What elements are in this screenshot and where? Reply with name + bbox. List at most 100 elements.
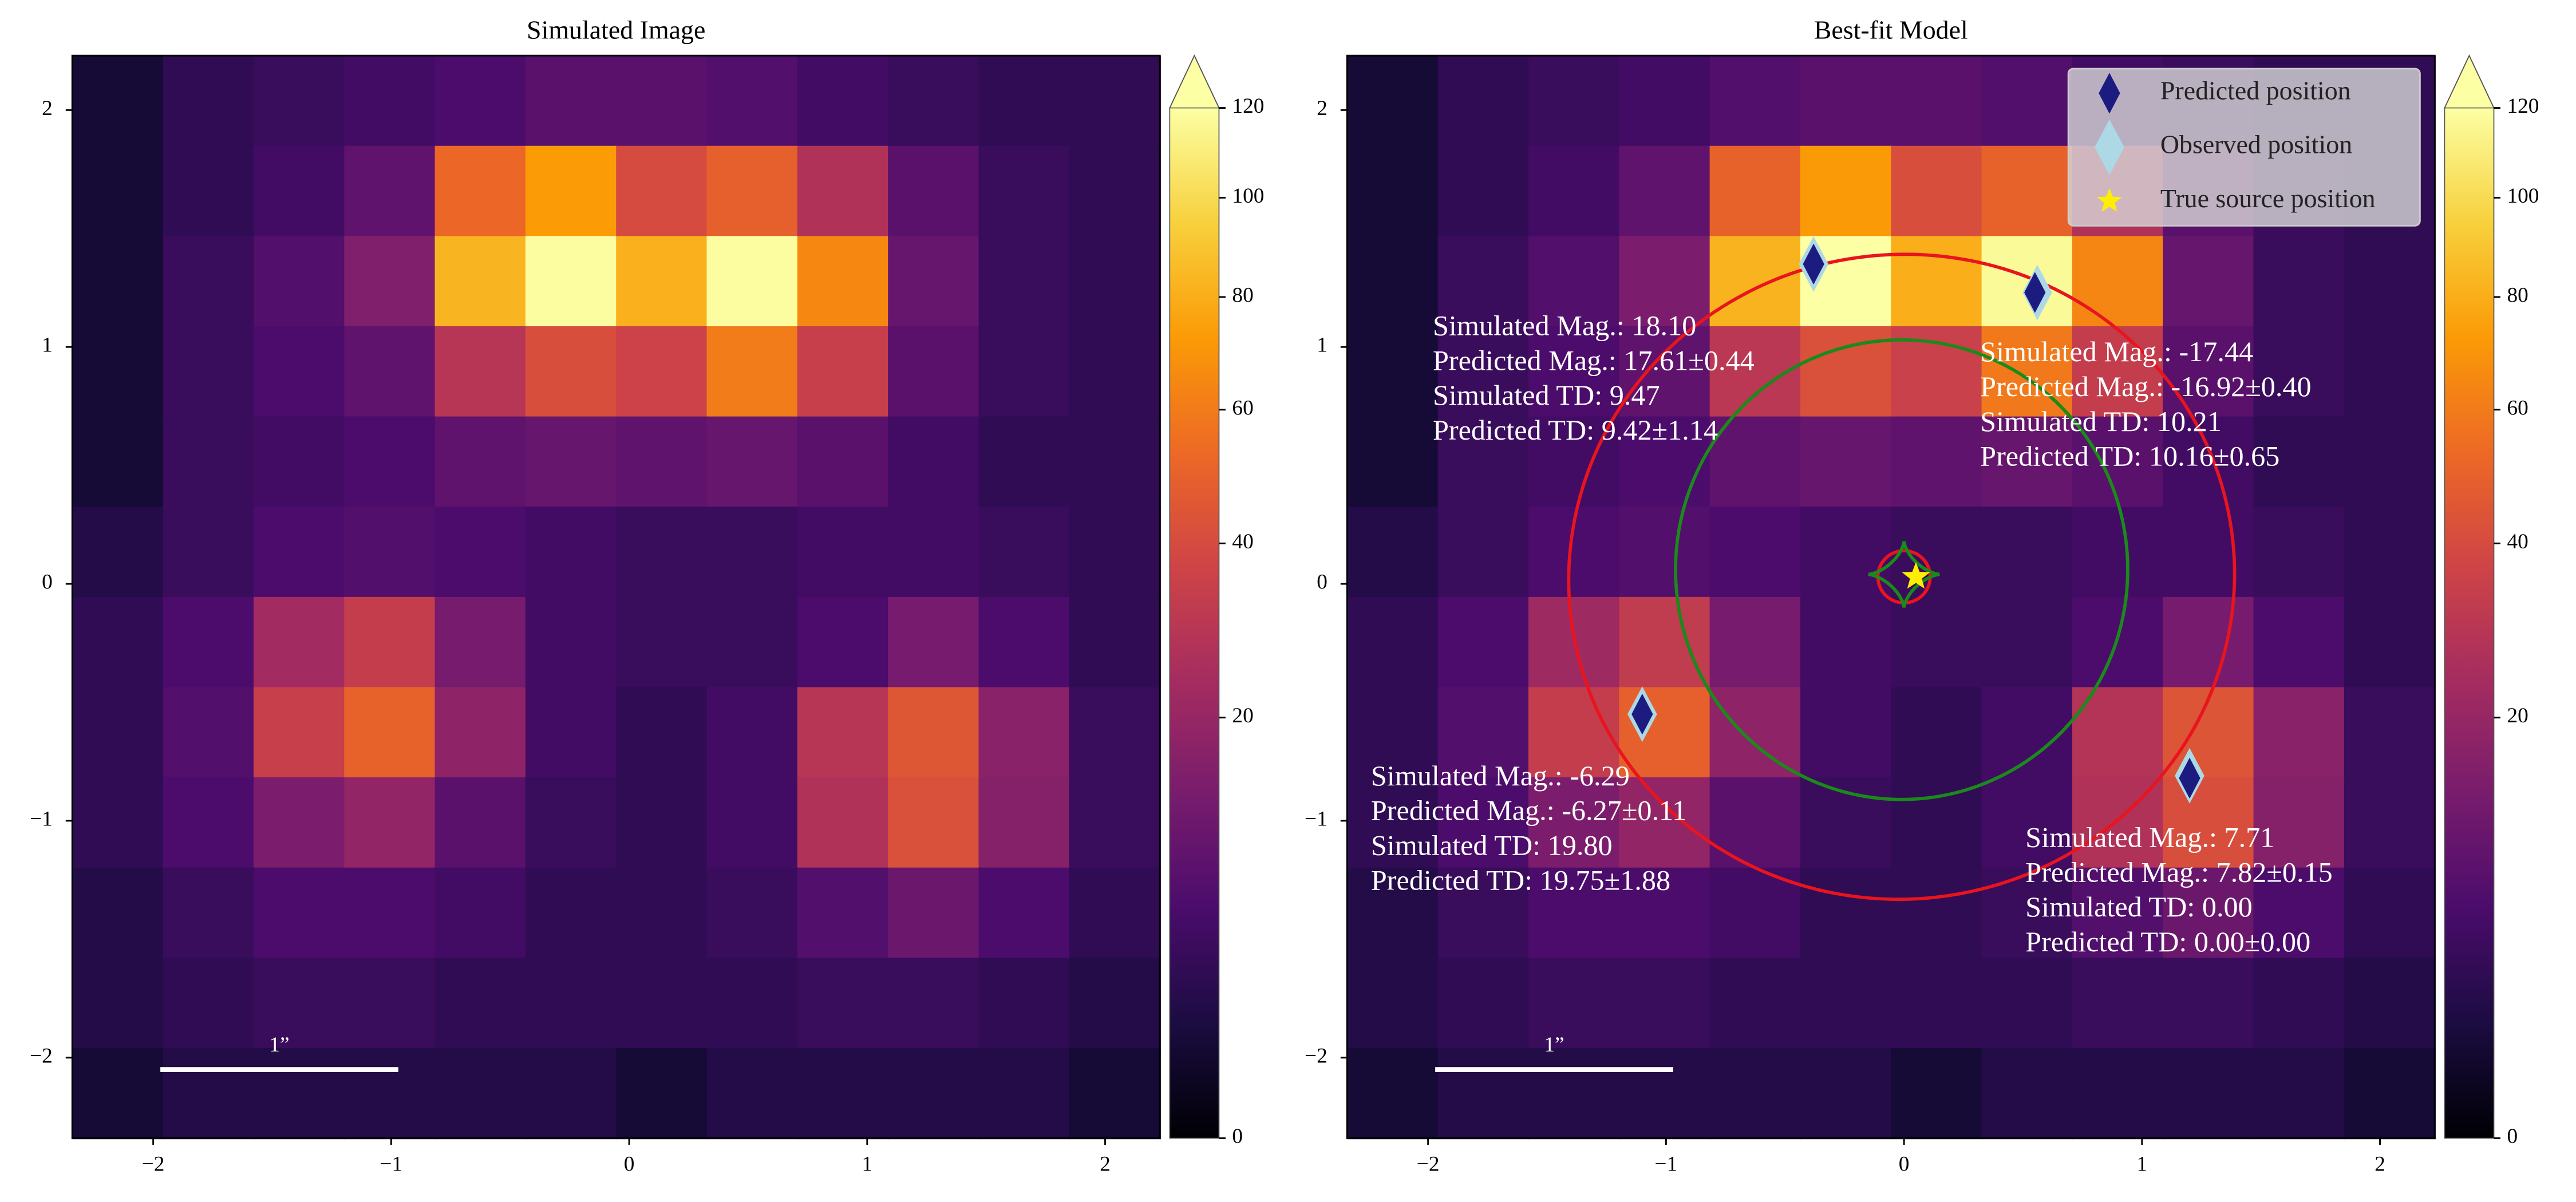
heatmap-cell	[525, 687, 617, 778]
position-marker	[1631, 694, 1653, 735]
heatmap-cell	[72, 687, 164, 778]
heatmap-cell	[1619, 145, 1711, 238]
annotation-line: Simulated Mag.: 7.71	[2025, 821, 2274, 853]
source-marker	[1902, 562, 1930, 589]
heatmap-cell	[1347, 145, 1439, 238]
heatmap-cell	[72, 958, 164, 1049]
heatmap-cell	[163, 236, 255, 327]
heatmap-cell	[978, 145, 1070, 238]
heatmap-cell	[253, 56, 345, 147]
heatmap-cell	[1437, 596, 1530, 689]
heatmap-cell	[525, 596, 617, 689]
heatmap-cell	[1437, 867, 1530, 959]
heatmap-cell	[344, 867, 436, 959]
annotation-line: Predicted TD: 0.00±0.00	[2025, 926, 2310, 958]
heatmap-cell	[1619, 777, 1711, 869]
heatmap-cell	[978, 326, 1070, 418]
heatmap-cell	[2253, 416, 2345, 508]
critical-curve	[1567, 252, 2237, 901]
annotation-line: Simulated TD: 19.80	[1371, 829, 1613, 861]
y-tick-label: 0	[42, 571, 53, 594]
heatmap-cell	[1069, 1047, 1161, 1140]
heatmap-cell	[344, 1047, 436, 1140]
heatmap-cell	[163, 416, 255, 508]
heatmap-cell	[706, 56, 799, 147]
heatmap-cell	[2163, 1047, 2255, 1140]
heatmap-cell	[888, 687, 980, 778]
heatmap-cell	[2253, 596, 2345, 689]
heatmap-cell	[1437, 56, 1530, 147]
heatmap-cell	[72, 777, 164, 869]
heatmap-cell	[1619, 1047, 1711, 1140]
heatmap-cell	[2072, 326, 2164, 418]
heatmap-cell	[1891, 958, 1983, 1049]
heatmap-cell	[978, 1047, 1070, 1140]
heatmap-cell	[978, 958, 1070, 1049]
heatmap-cell	[1981, 145, 2073, 238]
scale-bar-label: 1”	[1544, 1033, 1564, 1057]
heatmap-cell	[706, 236, 799, 327]
heatmap-cell	[1709, 777, 1801, 869]
heatmap-cell	[888, 596, 980, 689]
heatmap-cell	[253, 507, 345, 598]
heatmap-cell	[706, 867, 799, 959]
heatmap-cell	[253, 596, 345, 689]
heatmap-cell	[706, 777, 799, 869]
heatmap-cell	[1619, 236, 1711, 327]
heatmap-cell	[72, 596, 164, 689]
x-tick-label: 1	[862, 1153, 872, 1176]
y-tick-label: −2	[1305, 1044, 1327, 1067]
heatmap-cell	[978, 236, 1070, 327]
y-tick-label: 1	[1317, 334, 1327, 357]
heatmap-cell	[1709, 687, 1801, 778]
heatmap-cell	[253, 236, 345, 327]
heatmap-cell	[1619, 326, 1711, 418]
heatmap-cell	[797, 958, 889, 1049]
heatmap-cell	[2072, 507, 2164, 598]
heatmap-cell	[797, 145, 889, 238]
heatmap-cell	[2163, 416, 2255, 508]
legend-label: Predicted position	[2160, 76, 2351, 105]
heatmap-cell	[253, 958, 345, 1049]
heatmap-cell	[616, 416, 708, 508]
heatmap-cell	[888, 867, 980, 959]
heatmap-cell	[525, 416, 617, 508]
heatmap-cell	[525, 236, 617, 327]
panel-title: Best-fit Model	[1814, 15, 1968, 45]
heatmap-cell	[616, 236, 708, 327]
colorbar-extend	[2444, 54, 2495, 109]
heatmap-cell	[72, 56, 164, 147]
heatmap-cell	[1800, 596, 1892, 689]
heatmap-cell	[1891, 596, 1983, 689]
heatmap-cell	[344, 958, 436, 1049]
heatmap-cell	[253, 687, 345, 778]
colorbar-tick-label: 20	[1232, 704, 1253, 727]
heatmap-cell	[1800, 507, 1892, 598]
colorbar-frame	[1169, 54, 1220, 1139]
legend-marker	[2097, 188, 2122, 212]
heatmap-cell	[163, 326, 255, 418]
heatmap-cell	[616, 56, 708, 147]
heatmap-cell	[163, 777, 255, 869]
y-tick-label: 1	[42, 334, 53, 357]
x-tick-label: −2	[142, 1153, 165, 1176]
heatmap-cell	[72, 236, 164, 327]
heatmap-cell	[1069, 326, 1161, 418]
heatmap-cell	[616, 867, 708, 959]
heatmap-cell	[253, 1047, 345, 1140]
heatmap-cell	[1347, 326, 1439, 418]
position-marker	[1803, 243, 1824, 285]
heatmap-cell	[2253, 507, 2345, 598]
heatmap-cell	[2072, 236, 2164, 327]
heatmap-cell	[525, 56, 617, 147]
heatmap-cell	[616, 145, 708, 238]
y-tick-label: −1	[1305, 808, 1327, 831]
legend-label: True source position	[2160, 184, 2376, 213]
heatmap-cell	[72, 507, 164, 598]
heatmap-cell	[163, 958, 255, 1049]
heatmap-cell	[2163, 236, 2255, 327]
heatmap-cell	[2163, 596, 2255, 689]
heatmap-cell	[1709, 145, 1801, 238]
heatmap-cell	[706, 326, 799, 418]
heatmap-cell	[1069, 596, 1161, 689]
